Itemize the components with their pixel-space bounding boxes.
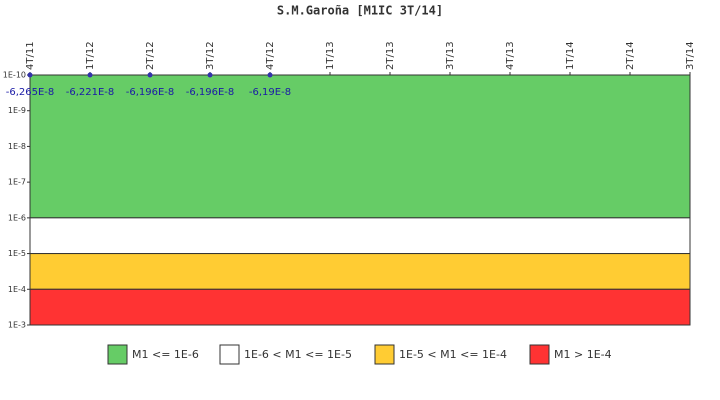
- x-tick-label: 4T/13: [505, 41, 516, 70]
- y-tick-label: 1E-10: [3, 71, 26, 80]
- value-label: -6,265E-8: [6, 87, 55, 98]
- x-tick-label: 1T/13: [325, 41, 336, 70]
- y-tick-label: 1E-7: [8, 178, 26, 187]
- x-tick-label: 3T/13: [445, 41, 456, 70]
- data-point: [87, 72, 93, 78]
- x-tick-label: 1T/12: [85, 41, 96, 70]
- zone-band: [29, 74, 691, 219]
- y-tick-label: 1E-4: [8, 285, 26, 294]
- value-label: -6,221E-8: [66, 87, 115, 98]
- zone-band: [29, 288, 691, 326]
- data-point: [147, 72, 153, 78]
- x-tick-label: 2T/13: [385, 41, 396, 70]
- x-tick-label: 4T/12: [265, 41, 276, 70]
- legend-label: M1 > 1E-4: [554, 348, 612, 361]
- legend-label: 1E-6 < M1 <= 1E-5: [244, 348, 352, 361]
- legend-label: 1E-5 < M1 <= 1E-4: [399, 348, 507, 361]
- x-tick-label: 2T/12: [145, 41, 156, 70]
- y-tick-label: 1E-9: [8, 106, 26, 115]
- data-point: [27, 72, 33, 78]
- legend-swatch: [374, 344, 395, 365]
- legend-swatch: [107, 344, 128, 365]
- value-label: -6,19E-8: [249, 87, 291, 98]
- plot-frame: [29, 74, 691, 326]
- x-tick-label: 2T/14: [625, 41, 636, 70]
- data-point: [207, 72, 213, 78]
- legend-swatch: [219, 344, 240, 365]
- chart-title: S.M.Garoña [M1IC 3T/14]: [277, 4, 443, 18]
- x-tick-label: 3T/14: [685, 41, 696, 70]
- legend-label: M1 <= 1E-6: [132, 348, 199, 361]
- y-tick-label: 1E-6: [8, 213, 26, 222]
- y-tick-label: 1E-5: [8, 249, 26, 258]
- value-label: -6,196E-8: [126, 87, 175, 98]
- x-tick-label: 1T/14: [565, 41, 576, 70]
- data-point: [267, 72, 273, 78]
- value-label: -6,196E-8: [186, 87, 235, 98]
- x-tick-label: 3T/12: [205, 41, 216, 70]
- zone-band: [29, 253, 691, 290]
- x-tick-label: 4T/11: [25, 41, 36, 70]
- y-tick-label: 1E-8: [8, 142, 26, 151]
- legend-swatch: [529, 344, 550, 365]
- zone-band: [29, 217, 691, 255]
- y-tick-label: 1E-3: [8, 321, 26, 330]
